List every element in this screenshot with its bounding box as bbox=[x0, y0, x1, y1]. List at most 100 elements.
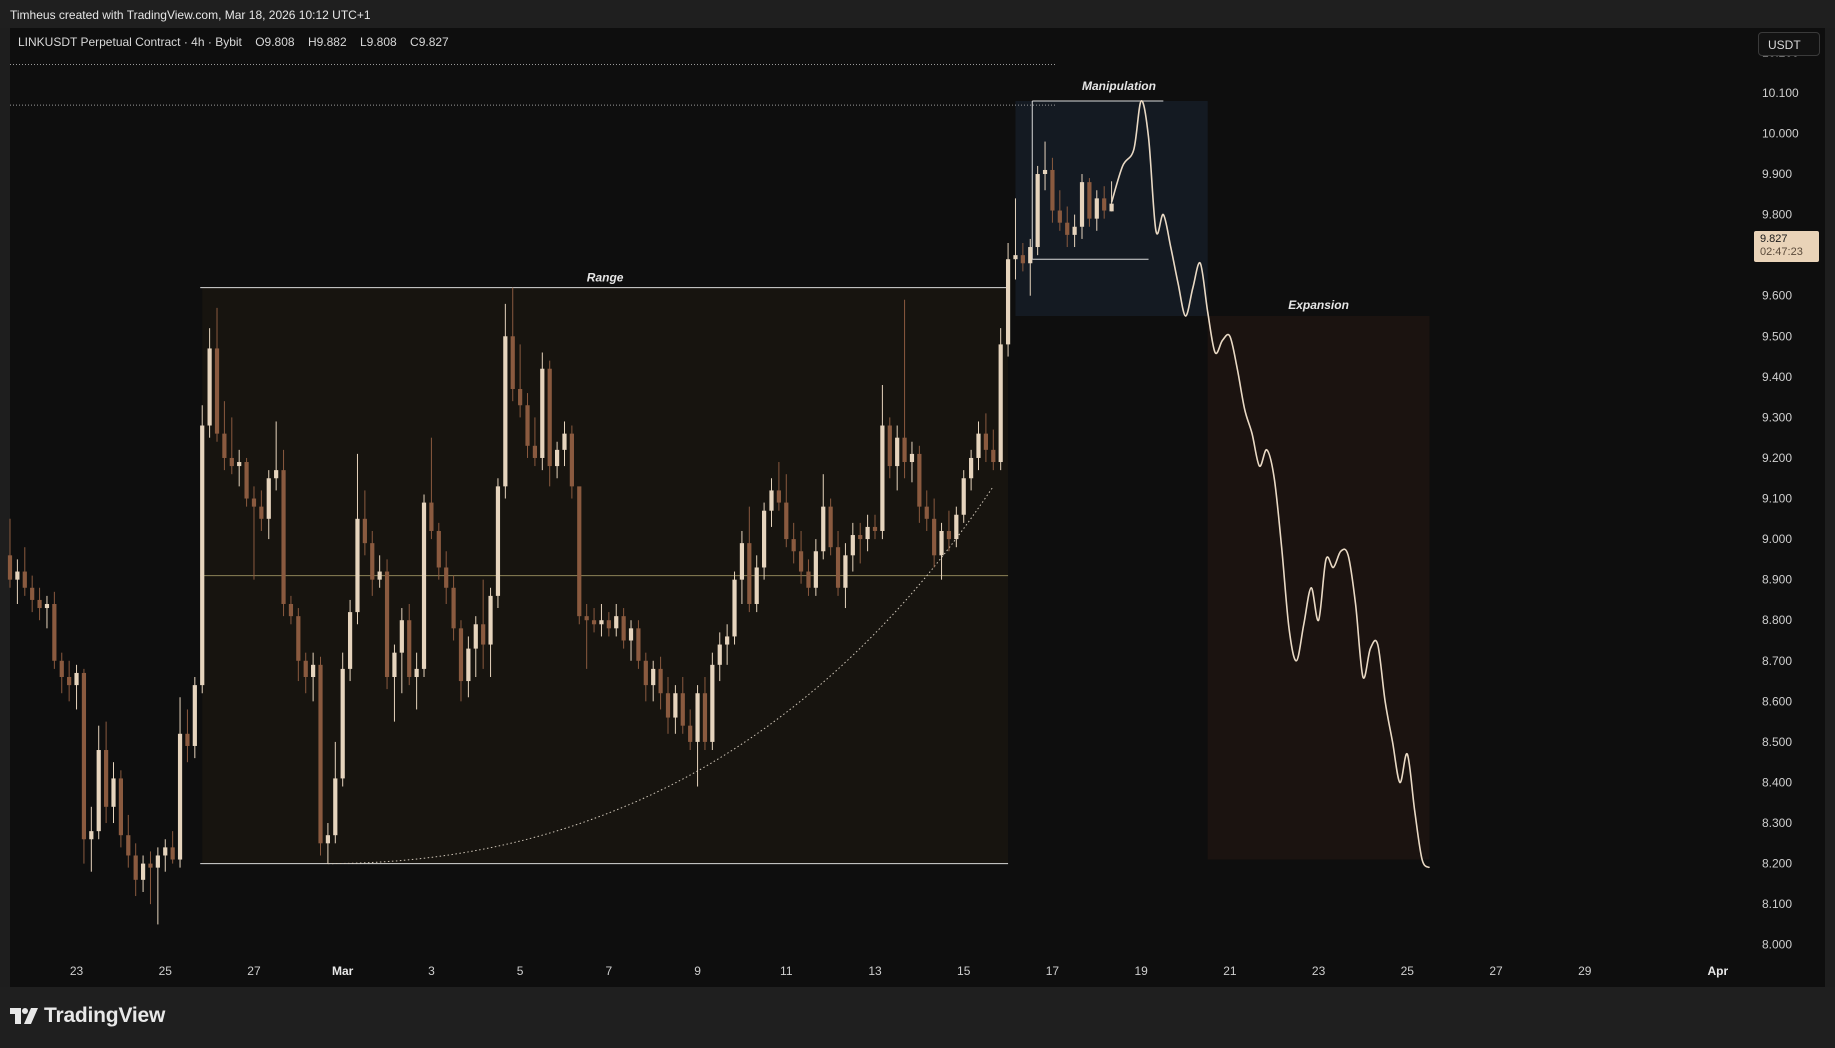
y-tick-label: 10.000 bbox=[1762, 126, 1799, 140]
candle bbox=[140, 855, 146, 892]
candle bbox=[207, 328, 212, 438]
candle-body bbox=[828, 506, 833, 548]
candle bbox=[185, 709, 190, 763]
candle bbox=[370, 530, 375, 596]
candle bbox=[111, 762, 116, 824]
candle-body bbox=[281, 470, 286, 604]
candle-body bbox=[429, 502, 434, 531]
candle bbox=[621, 608, 626, 649]
x-tick-label: 29 bbox=[1578, 964, 1592, 978]
candle bbox=[821, 474, 826, 560]
candle-body bbox=[296, 616, 301, 661]
currency-button[interactable]: USDT bbox=[1758, 32, 1820, 56]
candle bbox=[828, 498, 833, 556]
candle-body bbox=[939, 530, 944, 556]
candle bbox=[651, 660, 656, 702]
candle-body bbox=[858, 535, 863, 540]
candle bbox=[1013, 198, 1018, 280]
candle-body bbox=[59, 660, 64, 678]
candle-body bbox=[643, 660, 648, 686]
candle bbox=[281, 449, 286, 617]
x-tick-label: 27 bbox=[1489, 964, 1503, 978]
candle-body bbox=[584, 616, 589, 621]
candle bbox=[155, 847, 160, 925]
candle bbox=[59, 652, 64, 694]
candle bbox=[1005, 242, 1011, 357]
candle-body bbox=[954, 514, 959, 540]
symbol-legend[interactable]: LINKUSDT Perpetual Contract · 4h · Bybit… bbox=[18, 35, 449, 49]
x-tick-label: 25 bbox=[1401, 964, 1415, 978]
candle bbox=[384, 559, 390, 690]
candle bbox=[1065, 206, 1070, 248]
candle-body bbox=[1102, 198, 1107, 211]
candle-body bbox=[902, 437, 907, 463]
candle bbox=[67, 660, 72, 702]
candle bbox=[1035, 165, 1040, 256]
candle-body bbox=[636, 628, 641, 661]
candle-body bbox=[81, 672, 87, 840]
candle bbox=[762, 502, 767, 580]
candle-body bbox=[1057, 210, 1062, 223]
candle bbox=[96, 725, 101, 840]
y-tick-label: 9.000 bbox=[1762, 532, 1792, 546]
candle bbox=[503, 303, 508, 499]
candle-body bbox=[702, 693, 708, 742]
x-tick-label: 9 bbox=[694, 964, 701, 978]
candle bbox=[118, 770, 123, 848]
candle-body bbox=[340, 668, 345, 779]
candle-body bbox=[983, 433, 988, 450]
candle bbox=[909, 441, 915, 483]
candle-body bbox=[251, 498, 257, 507]
candle-body bbox=[1020, 255, 1025, 264]
candle-body bbox=[133, 855, 138, 880]
x-tick-label: Mar bbox=[332, 964, 354, 978]
candle-body bbox=[355, 518, 360, 613]
candle-body bbox=[30, 587, 35, 600]
candle bbox=[229, 417, 234, 475]
candle-body bbox=[288, 603, 294, 617]
expansion-label: Expansion bbox=[1288, 298, 1349, 312]
y-axis: 10.20010.10010.0009.9009.8009.7009.6009.… bbox=[1762, 45, 1799, 951]
candle-body bbox=[407, 620, 412, 678]
symbol-title[interactable]: LINKUSDT Perpetual Contract · 4h · Bybit bbox=[18, 35, 242, 49]
candle-body bbox=[695, 693, 700, 742]
annotations-layer: Range Manipulation Expansion bbox=[587, 79, 1431, 869]
candle bbox=[303, 652, 308, 694]
candle-body bbox=[384, 571, 390, 678]
candle bbox=[747, 506, 752, 613]
candle bbox=[274, 421, 279, 491]
candle bbox=[591, 608, 597, 633]
candle-body bbox=[140, 863, 146, 880]
zones-layer bbox=[202, 101, 1430, 864]
x-tick-label: 7 bbox=[606, 964, 613, 978]
candle bbox=[451, 575, 456, 641]
tradingview-logo[interactable]: TradingView bbox=[10, 1004, 165, 1028]
y-tick-label: 8.500 bbox=[1762, 735, 1792, 749]
candle bbox=[126, 814, 131, 868]
candle-body bbox=[362, 518, 367, 544]
candle-body bbox=[170, 847, 175, 860]
y-tick-label: 8.800 bbox=[1762, 613, 1792, 627]
candle-body bbox=[895, 437, 900, 467]
candle-body bbox=[762, 510, 767, 568]
candle-body bbox=[148, 863, 153, 868]
projection-path bbox=[1110, 100, 1431, 869]
candle-body bbox=[451, 587, 456, 629]
candle bbox=[569, 425, 574, 499]
candle-body bbox=[813, 551, 818, 588]
candle bbox=[969, 449, 974, 491]
candle-body bbox=[725, 636, 730, 645]
candle-body bbox=[325, 835, 331, 844]
candle bbox=[444, 551, 449, 604]
candle bbox=[81, 668, 87, 864]
candle bbox=[133, 843, 138, 897]
candle-body bbox=[1109, 203, 1114, 212]
candle-body bbox=[872, 526, 878, 531]
candle-body bbox=[651, 668, 656, 686]
candle bbox=[288, 595, 294, 625]
candle-body bbox=[244, 462, 249, 499]
candle bbox=[769, 478, 774, 527]
candle-body bbox=[791, 539, 796, 552]
candle-body bbox=[547, 368, 552, 467]
